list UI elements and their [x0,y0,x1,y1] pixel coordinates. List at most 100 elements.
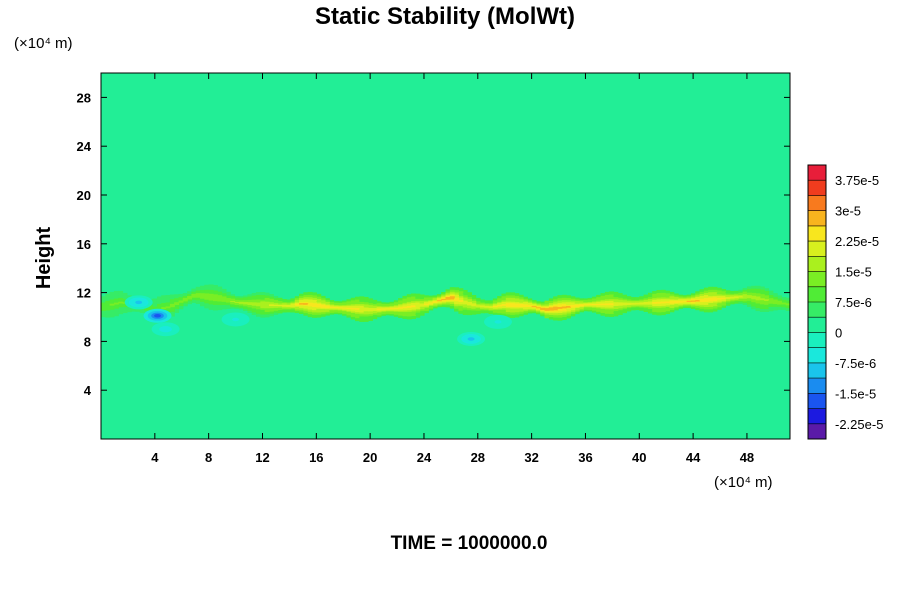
stability-band-cell [510,304,515,307]
stability-band-cell [583,304,589,306]
stability-band-cell [191,295,197,297]
stability-band-cell [622,303,627,305]
stability-band-cell [755,297,761,300]
stability-band-cell [523,305,528,307]
stability-band-cell [467,302,472,305]
y-axis: 4 8 12 16 20 24 28 [77,90,790,398]
stability-band-cell [260,303,266,306]
colorbar-swatch [808,378,826,394]
y-tick-label: 16 [77,237,91,252]
stability-band-cell [501,304,507,306]
stability-band-cell [458,300,464,302]
stability-band-cell [286,305,292,307]
stability-band-cell [182,299,188,301]
stability-band-cell [544,308,550,311]
stability-band-cell [609,303,615,306]
colorbar-swatch [808,423,826,440]
colorbar-label: 0 [835,325,842,340]
stability-band-cell [333,307,339,309]
stability-band-cell [591,303,597,306]
negative-stability-spot [494,320,502,324]
stability-band-cell [518,304,524,307]
colorbar-label: 3.75e-5 [835,173,879,188]
stability-band-cell [660,301,666,304]
stability-band-cell [686,300,692,302]
stability-band-cell [445,297,451,300]
stability-band-cell [738,296,744,298]
stability-band-cell [264,304,270,306]
stability-band-cell [570,305,576,308]
stability-band-cell [449,297,455,299]
x-tick-label: 24 [417,450,432,465]
colorbar-label: -2.25e-5 [835,417,883,432]
stability-band-cell [639,302,645,305]
stability-band-cell [174,302,180,305]
stability-band-cell [682,301,688,303]
stability-band-cell [436,300,442,302]
x-tick-label: 4 [151,450,159,465]
stability-band-cell [742,295,748,298]
stability-band-cell [432,301,438,303]
stability-band-cell [428,302,434,304]
stability-band-cell [342,307,348,309]
negative-stability-spot [467,337,475,341]
negative-stability-spot [135,300,143,305]
stability-band-cell [101,305,106,308]
colorbar-swatch [808,241,826,257]
colorbar-swatch [808,302,826,318]
x-tick-label: 36 [578,450,592,465]
colorbar: -2.25e-5 -1.5e-5 -7.5e-6 0 7.5e-6 1.5e-5 2.25e… [807,164,883,440]
stability-band-cell [729,297,735,299]
stability-band-cell [402,306,408,309]
stability-band-cell [273,304,279,307]
stability-band-cell [721,297,727,300]
stability-band-cell [708,298,714,301]
colorbar-swatch [808,347,826,364]
stability-band-cell [303,303,309,305]
plot-frame [100,72,791,440]
stability-band-cell [479,305,485,307]
stability-band-cell [617,303,623,305]
stability-band-cell [230,300,236,303]
stability-band-cell [247,302,253,305]
stability-band-cell [376,308,382,310]
stability-band-cell [716,297,722,300]
stability-band-cell [419,304,425,306]
stability-band-cell [647,302,653,304]
colorbar-swatch [808,195,826,211]
stability-band-cell [337,307,343,309]
stability-band-cell [785,303,790,305]
field-background [101,73,790,439]
stability-band-cell [329,306,335,308]
stability-band-cell [165,306,171,309]
y-tick-label: 4 [84,383,92,398]
colorbar-swatch [808,317,826,333]
negative-stability-spot [232,317,240,322]
stability-band-cell [561,306,567,309]
colorbar-swatch [808,332,826,348]
stability-band-cell [703,299,709,301]
stability-band-cell [385,308,391,310]
stability-band-cell [406,305,412,308]
y-tick-label: 8 [84,334,91,349]
stability-band-cell [105,304,111,307]
stability-band-cell [492,305,498,308]
stability-band-cell [746,295,752,298]
x-tick-label: 28 [471,450,485,465]
stability-band-cell [243,302,249,304]
stability-band-cell [759,298,765,301]
stability-band-cell [488,306,494,308]
stability-band-cell [548,308,554,310]
colorbar-label: -1.5e-5 [835,386,876,401]
stability-band-cell [531,306,537,308]
colorbar-label: 7.5e-6 [835,295,872,310]
colorbar-swatch [808,362,826,379]
y-tick-label: 12 [77,286,91,301]
stability-band-cell [217,297,223,300]
upper-layer [101,73,790,122]
stability-band-cell [256,303,261,306]
stability-band-cell [277,304,283,307]
stability-band-cell [411,305,416,308]
stability-band-cell [781,303,787,305]
stability-band-cell [484,306,490,308]
